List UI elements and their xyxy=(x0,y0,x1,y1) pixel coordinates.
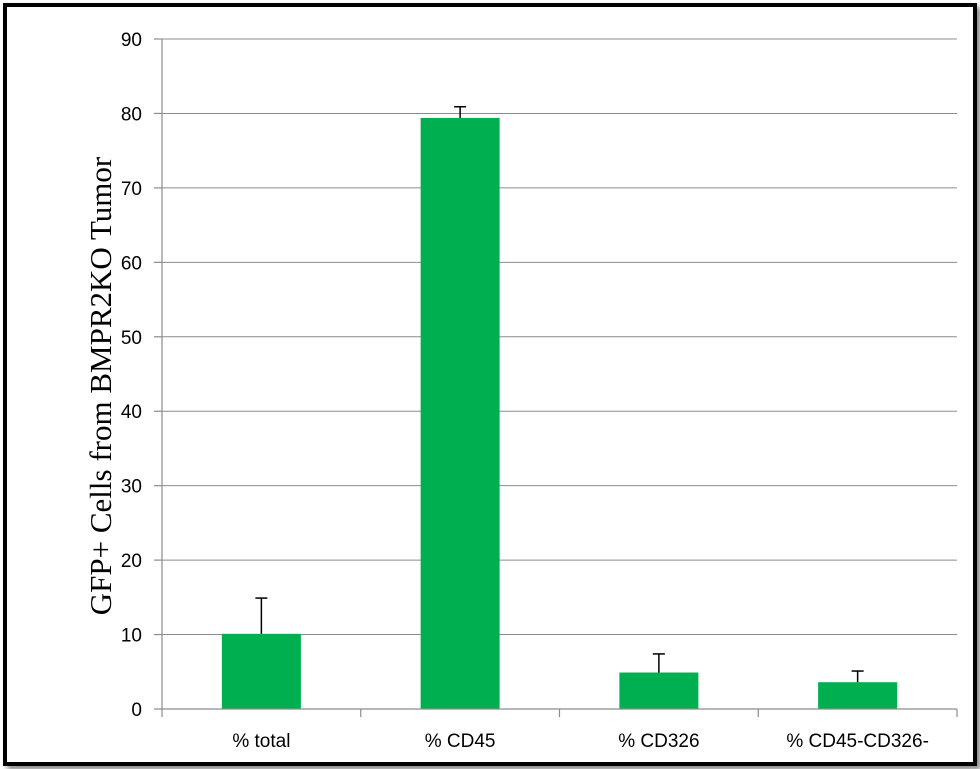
y-tick-label: 40 xyxy=(121,402,142,423)
y-tick-label: 80 xyxy=(121,104,142,125)
bar-chart: 0 10 20 30 40 50 60 70 80 90 % total % CD45 % CD326… xyxy=(83,30,958,752)
x-tick-label: % CD45 xyxy=(425,731,496,752)
chart-frame: 0 10 20 30 40 50 60 70 80 90 % total % CD45 % CD326… xyxy=(3,3,977,766)
x-tick-labels: % total % CD45 % CD326 % CD45-CD326- xyxy=(232,731,929,752)
bars xyxy=(221,117,898,709)
x-tick-label: % CD326 xyxy=(618,731,699,752)
bar-1 xyxy=(221,633,301,709)
y-tick-label: 50 xyxy=(121,328,142,349)
x-tick-label: % CD45-CD326- xyxy=(786,731,929,752)
x-tick-label: % total xyxy=(232,731,290,752)
axes xyxy=(161,39,958,717)
bar-4 xyxy=(818,682,898,709)
y-tick-label: 20 xyxy=(121,551,142,572)
bar-2 xyxy=(420,117,500,709)
y-tick-label: 60 xyxy=(121,253,142,274)
gridlines xyxy=(162,38,957,636)
bar-3 xyxy=(619,672,699,709)
y-tick-label: 30 xyxy=(121,477,142,498)
y-tick-label: 70 xyxy=(121,179,142,200)
error-bars xyxy=(255,105,864,683)
y-axis-label: GFP+ Cells from BMPR2KO Tumor xyxy=(83,156,118,615)
y-tick-label: 0 xyxy=(131,700,142,721)
y-tick-labels: 0 10 20 30 40 50 60 70 80 90 xyxy=(121,30,162,721)
y-tick-label: 10 xyxy=(121,626,142,647)
y-tick-label: 90 xyxy=(121,30,142,51)
